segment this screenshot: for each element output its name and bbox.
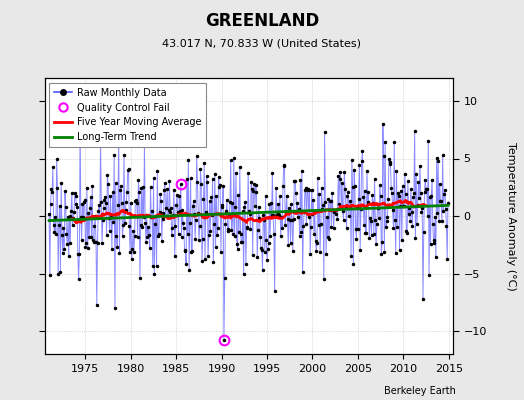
Text: GREENLAND: GREENLAND [205, 12, 319, 30]
Text: Berkeley Earth: Berkeley Earth [384, 386, 456, 396]
Text: 43.017 N, 70.833 W (United States): 43.017 N, 70.833 W (United States) [162, 38, 362, 48]
Y-axis label: Temperature Anomaly (°C): Temperature Anomaly (°C) [507, 142, 517, 290]
Legend: Raw Monthly Data, Quality Control Fail, Five Year Moving Average, Long-Term Tren: Raw Monthly Data, Quality Control Fail, … [49, 83, 206, 147]
